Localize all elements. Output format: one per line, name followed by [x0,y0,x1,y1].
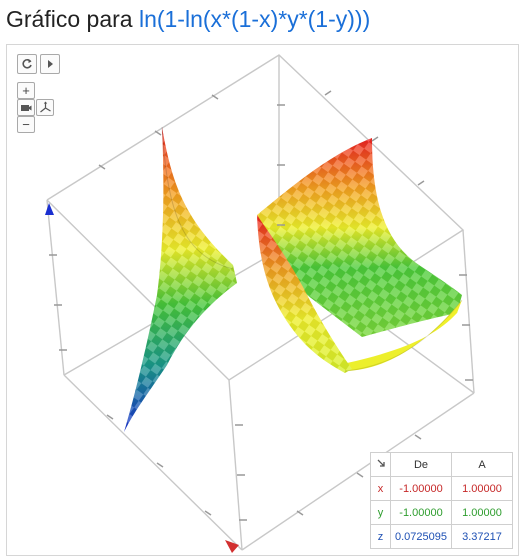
animate-button[interactable] [40,54,60,74]
function-link[interactable]: ln(1-ln(x*(1-x)*y*(1-y))) [138,6,371,32]
table-row: z 0.0725095 3.37217 [370,524,513,549]
z-from-value[interactable]: 0.0725095 [390,524,452,549]
zoom-in-button[interactable]: + [17,82,35,99]
zoom-out-label: − [22,117,30,132]
axis-ticks [49,90,473,521]
surface-right-back [257,138,462,337]
range-table-header: De A [370,452,513,477]
z-axis-marker-icon [45,203,54,215]
z-to-value[interactable]: 3.37217 [451,524,513,549]
arrow-down-right-icon [377,459,385,467]
y-from-value[interactable]: -1.00000 [390,500,452,525]
x-to-value[interactable]: 1.00000 [451,476,513,501]
range-table: De A x -1.00000 1.00000 y -1.00000 1.000… [370,452,513,549]
page-title: Gráfico para ln(1-ln(x*(1-x)*y*(1-y))) [6,6,370,33]
surface-right-front [257,215,463,373]
3d-plot[interactable] [7,45,518,555]
var-y-label: y [370,500,391,525]
play-icon [48,60,53,68]
range-table-corner[interactable] [370,452,391,477]
bounding-box-front [46,199,475,551]
title-prefix: Gráfico para [6,6,133,32]
table-row: y -1.00000 1.00000 [370,500,513,525]
var-x-label: x [370,476,391,501]
x-axis-marker-icon [225,540,239,553]
surface-left-sheet [124,126,237,432]
header-from: De [390,452,452,477]
reset-view-button[interactable] [17,54,37,74]
y-to-value[interactable]: 1.00000 [451,500,513,525]
header-to: A [451,452,513,477]
plot-panel[interactable]: + − De A x -1.00000 1.00000 [6,44,519,556]
table-row: x -1.00000 1.00000 [370,476,513,501]
refresh-icon [22,59,32,69]
axes-icon [39,101,51,113]
axes-view-button[interactable] [36,99,54,116]
x-from-value[interactable]: -1.00000 [390,476,452,501]
var-z-label: z [370,524,391,549]
camera-icon [21,104,32,111]
zoom-in-label: + [22,83,30,98]
camera-button[interactable] [17,99,35,116]
zoom-out-button[interactable]: − [17,116,35,133]
